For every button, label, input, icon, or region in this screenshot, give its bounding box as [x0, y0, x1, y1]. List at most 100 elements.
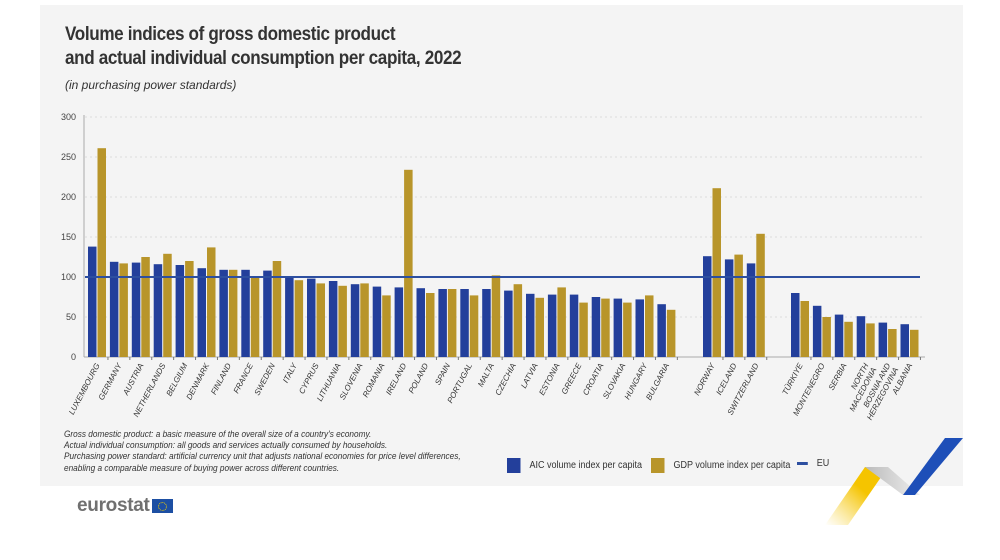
bar-gdp	[734, 254, 743, 357]
bar-gdp	[800, 301, 809, 357]
bar-gdp	[272, 261, 282, 357]
footnote: enabling a comparable measure of buying …	[64, 461, 340, 473]
y-tick-label: 150	[61, 232, 76, 242]
bar-gdp	[712, 188, 721, 357]
bar-aic	[526, 293, 535, 357]
bar-aic	[350, 284, 360, 357]
bar-aic	[131, 262, 141, 357]
bar-aic	[109, 261, 119, 357]
bar-gdp	[601, 298, 610, 357]
legend-swatch-aic	[507, 458, 521, 473]
bar-aic	[460, 289, 469, 357]
bar-gdp	[119, 263, 128, 357]
footnote: Purchasing power standard: artificial cu…	[64, 450, 461, 462]
bar-aic	[791, 293, 800, 357]
bar-aic	[219, 269, 228, 357]
y-tick-label: 200	[61, 192, 76, 202]
y-tick-label: 0	[71, 352, 76, 362]
chart-title-line1: Volume indices of gross domestic product	[65, 24, 396, 45]
bar-gdp	[316, 283, 325, 357]
y-tick-label: 250	[61, 152, 76, 162]
footnotes: Gross domestic product: a basic measure …	[64, 428, 461, 473]
legend-line-eu	[797, 462, 808, 465]
footnote: Gross domestic product: a basic measure …	[64, 428, 372, 439]
bar-aic	[900, 324, 909, 357]
legend-label-eu: EU	[816, 458, 830, 469]
bar-aic	[834, 314, 844, 357]
bar-gdp	[844, 321, 853, 357]
bar-aic	[394, 287, 404, 357]
bar-gdp	[822, 317, 831, 357]
bar-gdp	[888, 329, 897, 357]
bar-gdp	[513, 284, 523, 357]
y-tick-label: 50	[66, 312, 76, 322]
bar-gdp	[535, 297, 544, 357]
blue-stripe	[903, 438, 963, 495]
bar-aic	[746, 263, 756, 357]
bar-aic	[547, 294, 557, 357]
bar-aic	[724, 259, 734, 357]
legend-swatch-gdp	[651, 458, 665, 473]
chart-title-line2: and actual individual consumption per ca…	[65, 48, 462, 69]
bar-gdp	[250, 277, 260, 357]
bar-gdp	[360, 283, 369, 357]
bar-aic	[657, 304, 666, 357]
bar-gdp	[623, 302, 632, 357]
eurostat-logo: eurostat	[77, 495, 173, 517]
bar-gdp	[666, 309, 676, 357]
bar-gdp	[469, 295, 479, 357]
bar-aic	[504, 290, 513, 357]
bar-aic	[153, 264, 163, 357]
bar-aic	[856, 316, 866, 357]
bar-gdp	[163, 253, 172, 357]
logo-text: eurostat	[77, 495, 150, 516]
y-tick-label: 100	[61, 272, 76, 282]
bar-gdp	[382, 295, 391, 357]
legend-gdp: GDP volume index per capita	[651, 458, 790, 473]
footnote: Actual individual consumption: all goods…	[64, 439, 388, 451]
legend-aic: AIC volume index per capita	[507, 458, 642, 473]
bar-gdp	[910, 329, 919, 357]
bar-aic	[591, 297, 601, 357]
legend-label-aic: AIC volume index per capita	[529, 460, 643, 471]
bar-gdp	[491, 275, 501, 357]
gray-stripe	[865, 467, 920, 495]
bar-aic	[482, 289, 491, 357]
bar-gdp	[141, 257, 150, 357]
legend-eu: EU	[797, 458, 829, 469]
chart-subtitle: (in purchasing power standards)	[65, 78, 237, 92]
bar-aic	[438, 289, 447, 357]
bar-gdp	[866, 323, 875, 357]
bar-gdp	[294, 280, 304, 357]
bar-aic	[635, 299, 644, 357]
chart-panel	[40, 5, 963, 486]
bar-aic	[307, 278, 316, 357]
bar-aic	[703, 256, 712, 357]
bar-aic	[88, 246, 97, 357]
bar-aic	[197, 268, 206, 357]
bar-aic	[878, 322, 888, 357]
bar-aic	[241, 269, 250, 357]
bar-gdp	[185, 261, 194, 357]
bar-gdp	[228, 269, 238, 357]
bar-gdp	[426, 293, 435, 357]
bar-aic	[416, 288, 425, 357]
bar-gdp	[756, 233, 765, 357]
bar-gdp	[645, 295, 654, 357]
bar-gdp	[447, 289, 457, 357]
bar-aic	[372, 286, 382, 357]
bar-gdp	[207, 247, 216, 357]
bar-aic	[328, 281, 338, 357]
bar-aic	[285, 276, 294, 357]
bar-aic	[812, 305, 822, 357]
bar-gdp	[557, 287, 566, 357]
bar-gdp	[97, 148, 106, 357]
bar-gdp	[404, 169, 413, 357]
bar-aic	[613, 298, 623, 357]
legend-label-gdp: GDP volume index per capita	[673, 460, 791, 471]
bar-aic	[263, 270, 272, 357]
bar-gdp	[579, 302, 588, 357]
bar-gdp	[338, 285, 347, 357]
